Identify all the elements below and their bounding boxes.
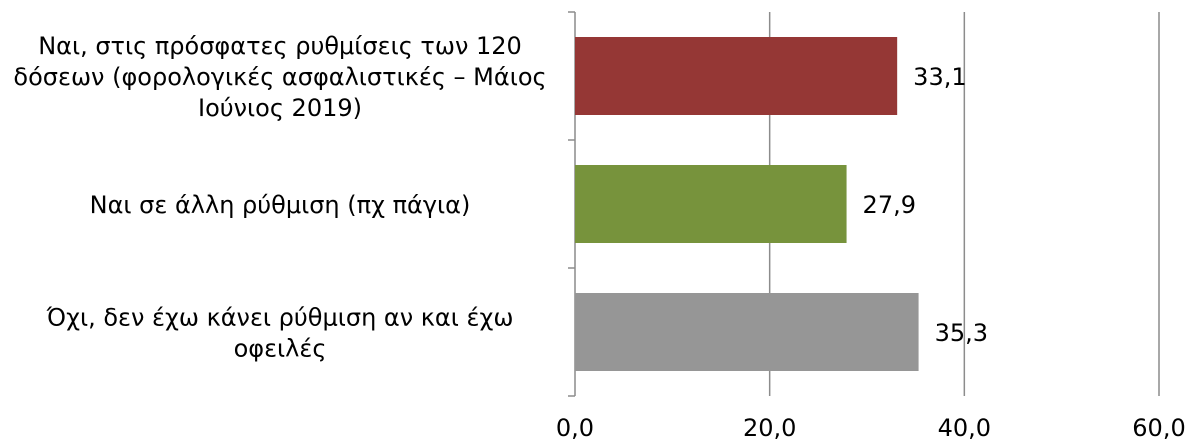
category-label-0: Ναι, στις πρόσφατες ρυθμίσεις των 120 δόσ…: [13, 32, 546, 122]
category-label-2: Όχι, δεν έχω κάνει ρύθμιση αν και έχω οφε…: [46, 304, 514, 363]
category-label-1: Ναι σε άλλη ρύθμιση (πχ πάγια): [90, 191, 471, 219]
bar-2: [575, 293, 919, 371]
bars: [575, 37, 919, 371]
data-label-1: 27,9: [863, 191, 916, 219]
category-label-2-line-1: οφειλές: [234, 335, 327, 363]
value-axis: [568, 11, 576, 397]
x-tick-label-3: 60,0: [1132, 414, 1185, 442]
bar-1: [575, 165, 847, 243]
bar-0: [575, 37, 898, 115]
category-label-0-line-2: Ιούνιος 2019): [198, 94, 362, 122]
category-labels: 33,1 Ναι, στις πρόσφατες ρυθμίσεις των 12…: [13, 32, 988, 363]
category-label-2-line-0: Όχι, δεν έχω κάνει ρύθμιση αν και έχω: [46, 304, 514, 332]
x-tick-label-1: 20,0: [743, 414, 796, 442]
x-tick-label-0: 0,0: [556, 414, 594, 442]
category-label-0-line-1: δόσεων (φορολογικές ασφαλιστικές – Μάιος: [13, 63, 546, 91]
category-label-1-line-0: Ναι σε άλλη ρύθμιση (πχ πάγια): [90, 191, 471, 219]
data-label-0: 33,1: [913, 63, 966, 91]
tick-labels: 0,0 20,0 40,0 60,0: [556, 414, 1186, 442]
category-label-0-line-0: Ναι, στις πρόσφατες ρυθμίσεις των 120: [38, 32, 522, 60]
data-label-2: 35,3: [935, 319, 988, 347]
x-tick-label-2: 40,0: [938, 414, 991, 442]
